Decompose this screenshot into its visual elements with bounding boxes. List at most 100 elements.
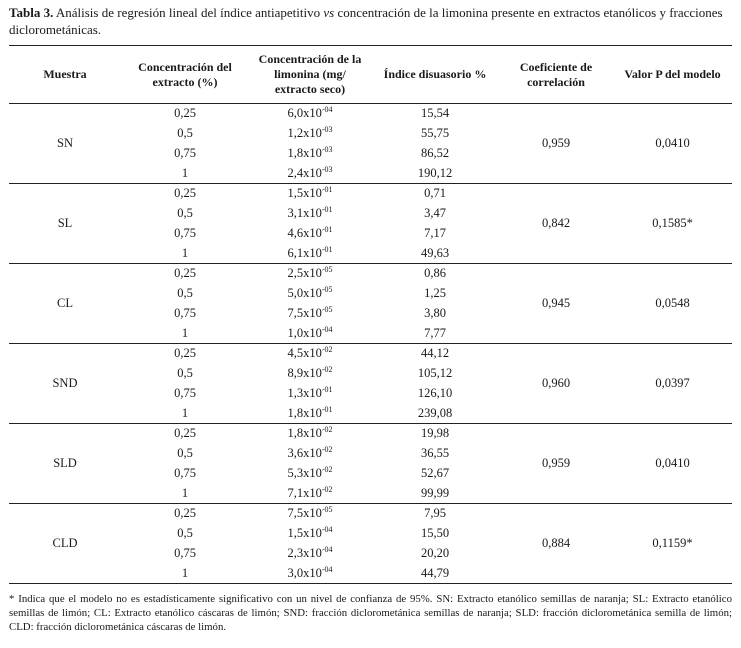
cell-extracto: 0,75 [174, 305, 196, 320]
cell-limonina: 7,5x10-05 [249, 503, 371, 524]
limonina-exponent: -02 [321, 464, 333, 474]
cell-extracto: 1 [181, 325, 189, 340]
cell-indice: 15,54 [371, 103, 499, 124]
limonina-exponent: -02 [321, 424, 333, 434]
cell-extracto: 0,25 [121, 503, 249, 524]
footnote: * Indica que el modelo no es estadística… [9, 593, 732, 634]
limonina-base: 7,5x10 [287, 506, 322, 521]
limonina-exponent: -02 [321, 344, 333, 354]
cell-indice: 3,80 [424, 305, 446, 320]
cell-indice: 0,86 [371, 263, 499, 284]
cell-limonina: 5,0x10-05 [249, 284, 371, 304]
limonina-base: 6,1x10 [287, 245, 322, 260]
cell-limonina: 2,3x10-04 [249, 544, 371, 564]
limonina-exponent: -03 [321, 144, 333, 154]
cell-valor-p: 0,0410 [613, 103, 732, 184]
cell-limonina: 7,5x10-05 [249, 304, 371, 324]
cell-indice: 49,63 [420, 245, 450, 260]
cell-indice: 20,20 [420, 545, 450, 560]
table-row: 0,75 2,3x10-04 20,20 [9, 544, 732, 564]
table-row: 1 3,0x10-04 44,79 [9, 564, 732, 584]
table-row: 0,75 5,3x10-02 52,67 [9, 464, 732, 484]
limonina-exponent: -04 [321, 324, 333, 334]
limonina-base: 1,0x10 [287, 325, 322, 340]
cell-correlacion: 0,945 [499, 263, 613, 344]
limonina-exponent: -02 [321, 444, 333, 454]
limonina-base: 7,5x10 [287, 305, 322, 320]
limonina-base: 1,5x10 [287, 186, 322, 201]
cell-correlacion: 0,960 [499, 343, 613, 424]
limonina-exponent: -04 [321, 544, 333, 554]
cell-extracto: 1 [181, 485, 189, 500]
cell-limonina: 6,0x10-04 [249, 103, 371, 124]
limonina-exponent: -03 [321, 164, 333, 174]
limonina-exponent: -05 [321, 504, 333, 514]
table-row: SN 0,25 6,0x10-04 15,54 0,959 0,0410 [9, 103, 732, 184]
header-row: Muestra Concentración del extracto (%) C… [9, 45, 732, 105]
cell-limonina: 3,1x10-01 [249, 204, 371, 224]
limonina-exponent: -02 [321, 364, 333, 374]
cell-limonina: 2,4x10-03 [249, 164, 371, 184]
cell-indice: 99,99 [420, 485, 450, 500]
table-row: 0,5 3,1x10-01 3,47 [9, 204, 732, 224]
cell-limonina: 2,5x10-05 [249, 263, 371, 284]
cell-extracto: 0,75 [174, 385, 196, 400]
cell-indice: 190,12 [417, 165, 453, 180]
table-row: 1 1,8x10-01 239,08 [9, 404, 732, 424]
cell-indice: 36,55 [420, 445, 450, 460]
limonina-base: 3,0x10 [287, 565, 322, 580]
limonina-base: 1,8x10 [287, 145, 322, 160]
table-row: CLD 0,25 7,5x10-05 7,95 0,884 0,1159* [9, 503, 732, 584]
cell-indice: 52,67 [420, 465, 450, 480]
cell-indice: 44,12 [371, 343, 499, 364]
cell-limonina: 4,5x10-02 [249, 343, 371, 364]
limonina-exponent: -01 [321, 244, 333, 254]
limonina-base: 1,5x10 [287, 525, 322, 540]
cell-valor-p: 0,1159* [613, 503, 732, 584]
cell-limonina: 5,3x10-02 [249, 464, 371, 484]
cell-indice: 15,50 [420, 525, 450, 540]
cell-muestra: SND [9, 343, 121, 424]
cell-indice: 7,77 [424, 325, 446, 340]
cell-extracto: 0,75 [174, 225, 196, 240]
limonina-base: 1,8x10 [287, 426, 322, 441]
header-muestra: Muestra [9, 45, 121, 105]
limonina-exponent: -05 [321, 284, 333, 294]
cell-limonina: 1,2x10-03 [249, 124, 371, 144]
limonina-base: 2,5x10 [287, 266, 322, 281]
limonina-exponent: -03 [321, 124, 333, 134]
table-row: 0,5 1,5x10-04 15,50 [9, 524, 732, 544]
table-row: 0,75 4,6x10-01 7,17 [9, 224, 732, 244]
cell-extracto: 0,25 [121, 423, 249, 444]
cell-indice: 44,79 [420, 565, 450, 580]
limonina-base: 4,5x10 [287, 346, 322, 361]
cell-extracto: 0,5 [177, 205, 193, 220]
limonina-exponent: -01 [321, 204, 333, 214]
cell-indice: 3,47 [424, 205, 446, 220]
cell-extracto: 0,5 [177, 365, 193, 380]
table-row: 1 2,4x10-03 190,12 [9, 164, 732, 184]
cell-extracto: 0,25 [121, 183, 249, 204]
cell-correlacion: 0,842 [499, 183, 613, 264]
cell-limonina: 6,1x10-01 [249, 244, 371, 264]
cell-muestra: CL [9, 263, 121, 344]
limonina-base: 1,2x10 [287, 125, 322, 140]
table-row: 0,75 1,8x10-03 86,52 [9, 144, 732, 164]
cell-extracto: 0,5 [177, 125, 193, 140]
cell-correlacion: 0,959 [499, 423, 613, 504]
cell-limonina: 1,0x10-04 [249, 324, 371, 344]
cell-extracto: 0,5 [177, 445, 193, 460]
limonina-exponent: -02 [321, 484, 333, 494]
limonina-exponent: -01 [321, 224, 333, 234]
cell-indice: 0,71 [371, 183, 499, 204]
cell-indice: 239,08 [417, 405, 453, 420]
cell-extracto: 0,75 [174, 145, 196, 160]
cell-correlacion: 0,959 [499, 103, 613, 184]
table-caption: Tabla 3. Análisis de regresión lineal de… [9, 5, 732, 38]
cell-valor-p: 0,0397 [613, 343, 732, 424]
limonina-exponent: -05 [321, 264, 333, 274]
cell-valor-p: 0,0548 [613, 263, 732, 344]
limonina-exponent: -01 [321, 404, 333, 414]
cell-limonina: 3,6x10-02 [249, 444, 371, 464]
